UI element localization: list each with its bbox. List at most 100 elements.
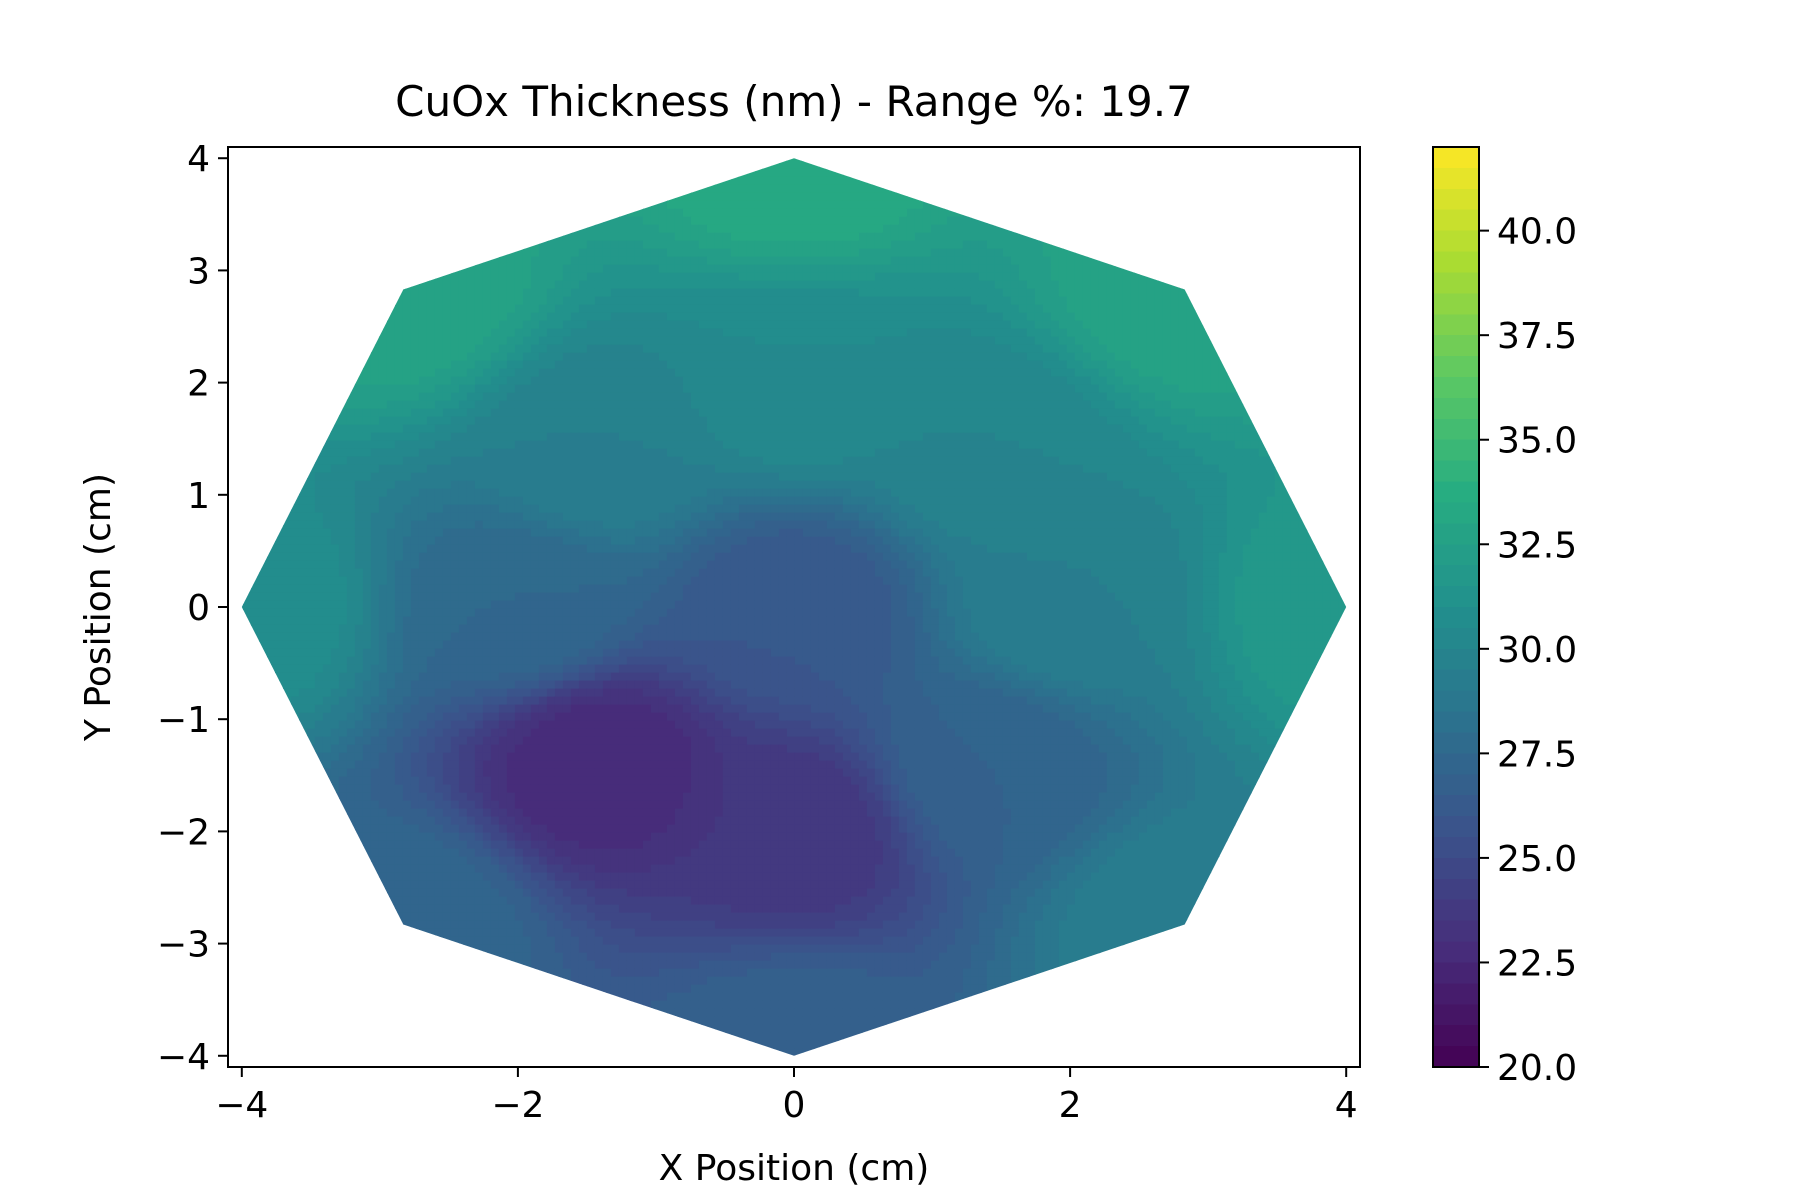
contour-cell xyxy=(1066,312,1076,322)
contour-cell xyxy=(858,424,868,434)
contour-cell xyxy=(450,328,460,338)
contour-cell xyxy=(1202,384,1212,394)
contour-cell xyxy=(938,400,948,410)
contour-cell xyxy=(778,256,788,266)
contour-cell xyxy=(706,304,716,314)
contour-cell xyxy=(922,368,932,378)
contour-cell xyxy=(386,312,396,322)
contour-cell xyxy=(778,208,788,218)
contour-cell xyxy=(466,376,476,386)
contour-cell xyxy=(690,256,700,266)
contour-cell xyxy=(1218,368,1228,378)
contour-cell xyxy=(706,256,716,266)
contour-cell xyxy=(762,392,772,402)
contour-cell xyxy=(1034,320,1044,330)
contour-cell xyxy=(906,344,916,354)
contour-cell xyxy=(674,432,684,442)
contour-cell xyxy=(490,256,500,266)
contour-cell xyxy=(1194,384,1204,394)
contour-cell xyxy=(970,216,980,226)
contour-cell xyxy=(1122,392,1132,402)
contour-cell xyxy=(802,328,812,338)
contour-cell xyxy=(562,360,572,370)
contour-cell xyxy=(778,288,788,298)
contour-cell xyxy=(890,280,900,290)
contour-cell xyxy=(410,432,420,442)
contour-cell xyxy=(554,352,564,362)
contour-cell xyxy=(1194,408,1204,418)
contour-cell xyxy=(746,296,756,306)
contour-cell xyxy=(906,248,916,258)
contour-cell xyxy=(1018,272,1028,282)
contour-cell xyxy=(362,416,372,426)
contour-cell xyxy=(450,408,460,418)
contour-cell xyxy=(602,224,612,234)
contour-cell xyxy=(1234,400,1244,410)
contour-cell xyxy=(954,320,964,330)
contour-cell xyxy=(738,400,748,410)
contour-cell xyxy=(1106,392,1116,402)
contour-cell xyxy=(994,376,1004,386)
contour-cell xyxy=(770,400,780,410)
contour-cell xyxy=(562,384,572,394)
contour-cell xyxy=(690,296,700,306)
contour-cell xyxy=(690,336,700,346)
contour-cell xyxy=(658,376,668,386)
contour-cell xyxy=(802,240,812,250)
contour-cell xyxy=(794,384,804,394)
contour-cell xyxy=(810,368,820,378)
contour-cell xyxy=(522,256,532,266)
contour-cell xyxy=(346,432,356,442)
contour-cell xyxy=(1074,336,1084,346)
contour-cell xyxy=(546,392,556,402)
contour-cell xyxy=(842,200,852,210)
contour-cell xyxy=(770,216,780,226)
contour-cell xyxy=(642,280,652,290)
contour-cell xyxy=(1090,408,1100,418)
contour-cell xyxy=(426,336,436,346)
contour-cell xyxy=(1018,344,1028,354)
contour-cell xyxy=(1050,384,1060,394)
contour-cell xyxy=(994,304,1004,314)
contour-cell xyxy=(938,248,948,258)
contour-cell xyxy=(786,304,796,314)
contour-cell xyxy=(650,272,660,282)
contour-cell xyxy=(754,248,764,258)
contour-cell xyxy=(850,264,860,274)
contour-cell xyxy=(1034,296,1044,306)
contour-cell xyxy=(698,432,708,442)
contour-cell xyxy=(634,304,644,314)
contour-cell xyxy=(922,224,932,234)
contour-cell xyxy=(1026,424,1036,434)
contour-cell xyxy=(738,296,748,306)
contour-cell xyxy=(626,432,636,442)
contour-cell xyxy=(946,408,956,418)
contour-cell xyxy=(530,312,540,322)
contour-cell xyxy=(634,400,644,410)
contour-cell xyxy=(466,384,476,394)
contour-cell xyxy=(410,296,420,306)
contour-cell xyxy=(402,432,412,442)
contour-cell xyxy=(602,392,612,402)
contour-cell xyxy=(1082,424,1092,434)
contour-cell xyxy=(610,384,620,394)
contour-cell xyxy=(810,384,820,394)
contour-cell xyxy=(506,304,516,314)
contour-cell xyxy=(674,312,684,322)
contour-cell xyxy=(738,368,748,378)
contour-cell xyxy=(746,304,756,314)
contour-cell xyxy=(682,280,692,290)
contour-cell xyxy=(858,200,868,210)
contour-cell xyxy=(594,272,604,282)
contour-cell xyxy=(834,368,844,378)
contour-cell xyxy=(458,384,468,394)
contour-cell xyxy=(922,384,932,394)
contour-cell xyxy=(498,328,508,338)
contour-cell xyxy=(538,424,548,434)
contour-cell xyxy=(490,432,500,442)
contour-cell xyxy=(698,208,708,218)
contour-cell xyxy=(466,320,476,330)
contour-cell xyxy=(562,288,572,298)
contour-cell xyxy=(842,344,852,354)
contour-cell xyxy=(618,224,628,234)
